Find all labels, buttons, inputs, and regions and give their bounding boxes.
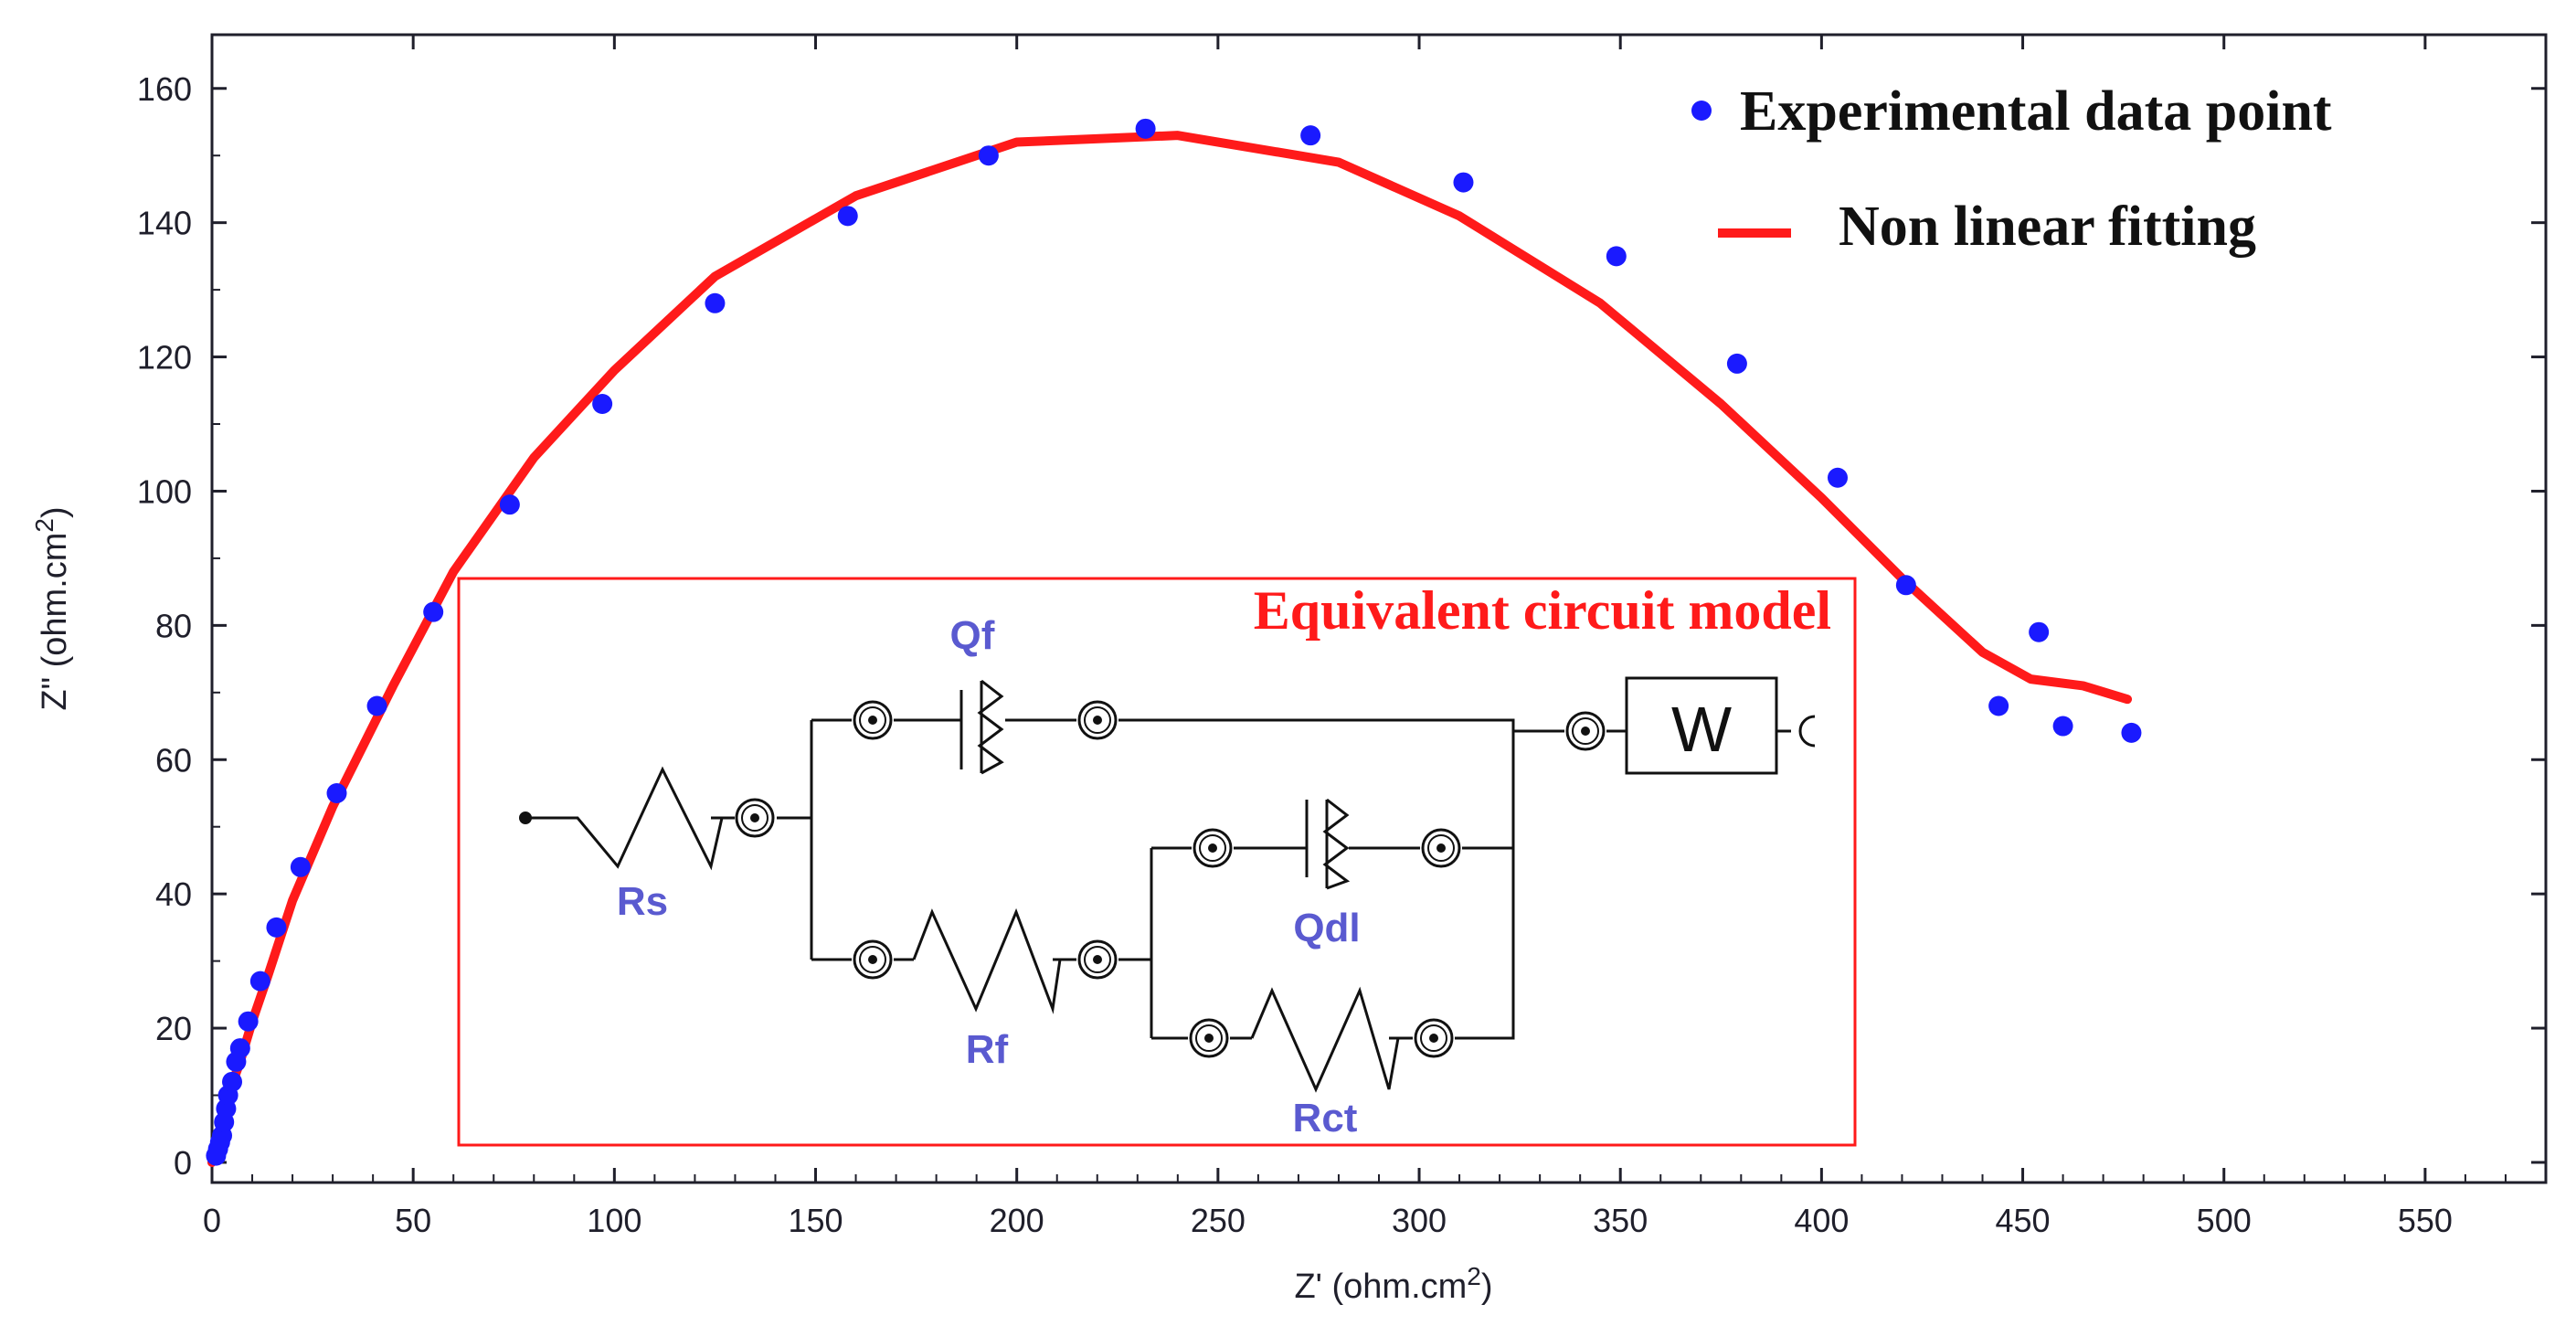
- resistor-rct: [1250, 986, 1400, 1093]
- data-point: [2029, 621, 2050, 642]
- data-point: [229, 1038, 250, 1059]
- x-tick-label: 450: [1996, 1202, 2051, 1239]
- data-point: [2052, 716, 2073, 737]
- data-point: [249, 971, 270, 992]
- data-point: [238, 1011, 259, 1032]
- terminal-dot: [519, 812, 532, 824]
- data-point: [705, 292, 726, 313]
- cpe-qf: [959, 679, 1004, 775]
- connector-node-ring: [1420, 1024, 1447, 1052]
- y-tick-label: 60: [155, 741, 192, 779]
- y-tick-label: 80: [155, 607, 192, 644]
- y-tick-label: 140: [137, 205, 192, 242]
- legend-label-experimental: Experimental data point: [1740, 80, 2332, 143]
- connector-node-center: [1093, 955, 1102, 964]
- data-point: [1453, 172, 1474, 193]
- y-axis-label-sup: 2: [30, 518, 58, 533]
- data-point: [1988, 695, 2009, 716]
- y-tick-label: 160: [137, 70, 192, 108]
- label-qf: Qf: [950, 613, 995, 658]
- connector-node-ring: [1427, 834, 1455, 862]
- connector-node-ring: [859, 706, 886, 734]
- legend-marker-experimental: [1691, 101, 1712, 121]
- data-point: [290, 856, 311, 877]
- axis-ticks: [210, 35, 2546, 1183]
- x-axis-label: Z' (ohm.cm2): [1294, 1262, 1492, 1306]
- y-tick-label: 100: [137, 472, 192, 510]
- axis-tick-labels: 0 50 100 150 200 250 300 350 400 450 500 550 0 20 40 60…: [137, 70, 2453, 1239]
- data-point: [266, 917, 287, 938]
- warburg-label: W: [1671, 694, 1732, 765]
- y-axis-label: Z" (ohm.cm2): [30, 506, 74, 710]
- y-tick-label: 120: [137, 339, 192, 377]
- x-tick-label: 350: [1593, 1202, 1648, 1239]
- data-point: [1827, 467, 1848, 488]
- data-point: [1726, 353, 1747, 374]
- x-tick-label: 0: [203, 1202, 221, 1239]
- connector-node-ring: [1084, 706, 1111, 734]
- data-point: [499, 494, 520, 515]
- data-point: [366, 695, 387, 716]
- x-tick-label: 150: [788, 1202, 843, 1239]
- connector-node-center: [1204, 1034, 1214, 1043]
- legend-label-fitting: Non linear fitting: [1839, 196, 2256, 258]
- data-point: [423, 601, 444, 622]
- connector-node-center: [1208, 843, 1217, 853]
- resistor-rs: [565, 766, 724, 871]
- connector-node-center: [1581, 727, 1590, 736]
- data-point: [222, 1071, 243, 1092]
- circuit-nodes: [735, 700, 1606, 1058]
- cpe-qdl: [1305, 798, 1351, 890]
- x-axis-label-sup: 2: [1467, 1262, 1481, 1290]
- series-line-non-linear-fitting: [207, 131, 2133, 1167]
- data-point: [326, 782, 347, 803]
- y-tick-label: 0: [174, 1144, 192, 1182]
- circuit-wires: [525, 695, 1791, 1040]
- x-tick-label: 200: [990, 1202, 1044, 1239]
- x-tick-label: 50: [395, 1202, 431, 1239]
- connector-node-center: [868, 716, 877, 725]
- connector-node-center: [1093, 716, 1102, 725]
- y-tick-label: 40: [155, 875, 192, 913]
- connector-node-center: [750, 813, 759, 822]
- connector-node-ring: [859, 946, 886, 973]
- label-rf: Rf: [966, 1027, 1009, 1072]
- open-terminal: [1798, 715, 1816, 748]
- data-point: [592, 393, 613, 414]
- data-point: [1895, 575, 1916, 596]
- connector-node-ring: [1084, 946, 1111, 973]
- data-point: [1606, 246, 1627, 267]
- data-point: [1135, 118, 1156, 139]
- connector-node-center: [868, 955, 877, 964]
- x-tick-label: 300: [1392, 1202, 1447, 1239]
- warburg-element: [1625, 676, 1778, 775]
- y-tick-label: 20: [155, 1010, 192, 1047]
- label-rct: Rct: [1293, 1096, 1358, 1140]
- equivalent-circuit-inset: Equivalent circuit model: [457, 577, 1857, 1147]
- label-qdl: Qdl: [1293, 906, 1360, 950]
- connector-node-center: [1429, 1034, 1438, 1043]
- x-tick-label: 400: [1794, 1202, 1849, 1239]
- inset-title: Equivalent circuit model: [1254, 580, 1831, 641]
- data-point: [837, 206, 858, 227]
- label-rs: Rs: [617, 879, 668, 924]
- connector-node-center: [1436, 843, 1446, 853]
- connector-node-ring: [741, 804, 769, 832]
- series-points-experimental: [206, 118, 2142, 1166]
- inset-frame: [457, 577, 1857, 1147]
- x-tick-label: 250: [1191, 1202, 1246, 1239]
- connector-node-ring: [1195, 1024, 1223, 1052]
- legend: Experimental data point Non linear fitti…: [1691, 80, 2332, 258]
- x-tick-label: 100: [587, 1202, 641, 1239]
- data-point: [2121, 722, 2142, 743]
- resistor-rf: [912, 907, 1062, 1014]
- x-tick-label: 550: [2398, 1202, 2453, 1239]
- x-tick-label: 500: [2197, 1202, 2252, 1239]
- connector-node-ring: [1572, 717, 1599, 745]
- connector-node-ring: [1199, 834, 1226, 862]
- data-point: [1300, 125, 1321, 146]
- data-point: [978, 145, 999, 166]
